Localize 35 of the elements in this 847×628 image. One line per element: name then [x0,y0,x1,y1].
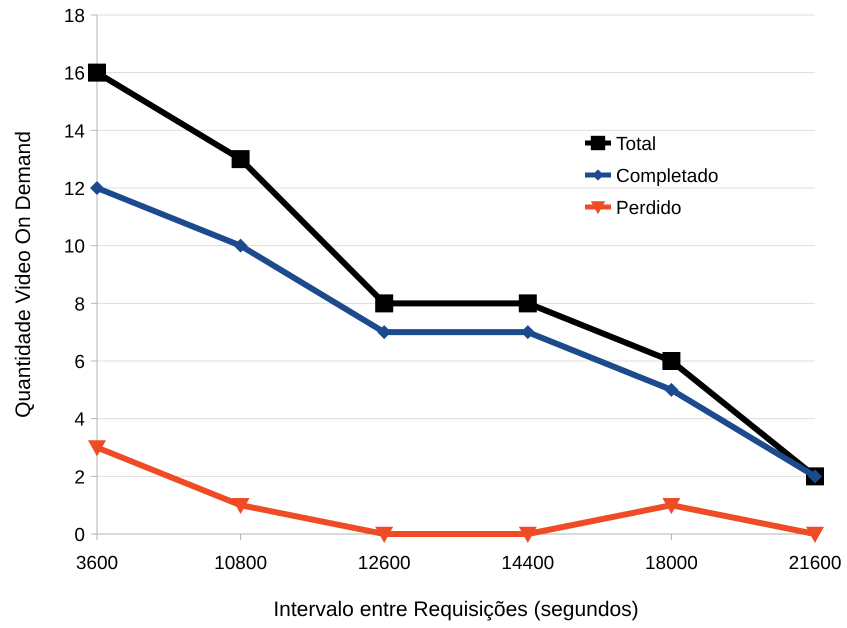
point [662,498,680,514]
point [90,181,104,195]
x-tick-label: 18000 [644,553,698,574]
point [664,382,678,397]
legend-label: Completado [616,166,718,187]
point [518,526,537,543]
x-tick-label: 14400 [501,553,554,574]
point [806,526,824,543]
y-tick-label: 10 [64,236,85,258]
x-tick-label: 10800 [214,553,268,574]
x-tick-label: 3600 [76,553,118,574]
y-tick-label: 4 [74,410,86,431]
legend-label: Perdido [616,198,682,219]
y-tick-label: 18 [64,6,85,27]
y-tick-label: 2 [74,467,85,488]
point [232,150,250,168]
point [88,64,106,82]
x-tick-label: 12600 [358,553,411,574]
y-tick-label: 14 [64,121,86,142]
y-tick-label: 8 [74,294,85,316]
x-tick-label: 21600 [788,553,842,574]
y-tick-label: 0 [74,525,85,546]
point [234,238,248,253]
point [518,294,537,312]
y-tick-label: 16 [64,64,85,85]
point [232,498,250,514]
y-tick-label: 12 [64,179,85,200]
x-axis-title: Intervalo entre Requisições (segundos) [273,598,639,621]
legend-label: Total [616,134,656,155]
point [375,294,394,312]
point [662,352,680,370]
point [88,440,106,456]
y-axis-title: Quantidade Video On Demand [12,131,35,418]
point [375,526,394,543]
y-tick-label: 6 [74,352,85,373]
